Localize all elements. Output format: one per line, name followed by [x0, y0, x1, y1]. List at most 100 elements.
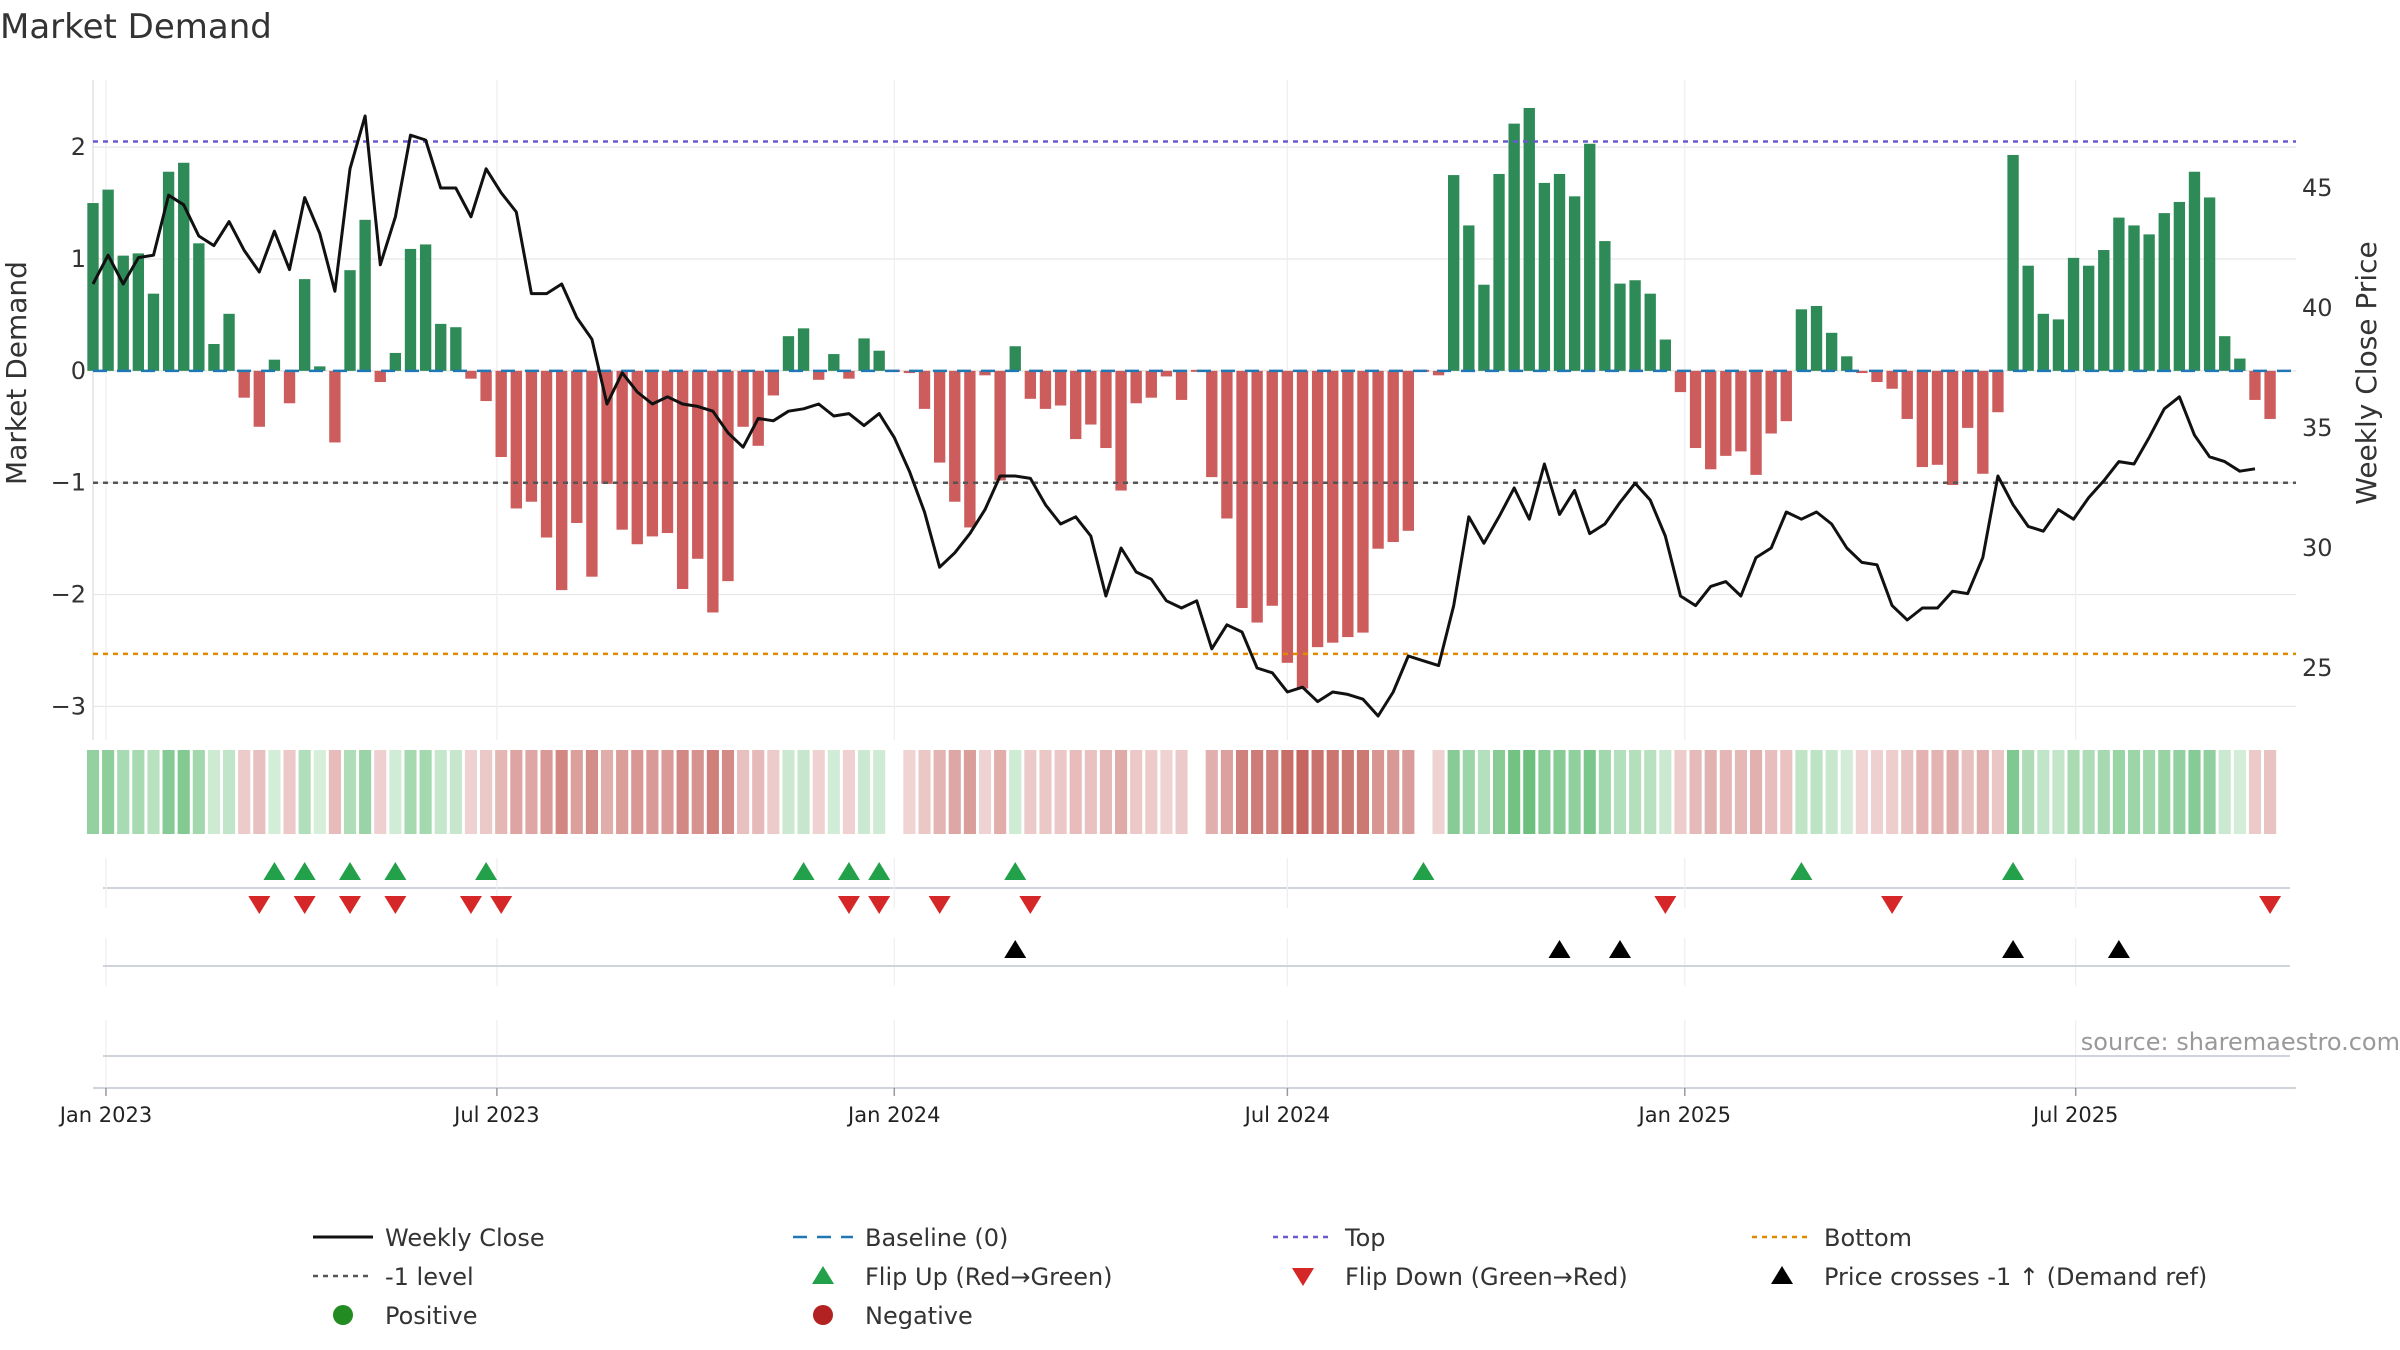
- demand-bar: [1614, 283, 1626, 371]
- strip-cell: [1266, 750, 1279, 834]
- date-tick-label: Jul 2023: [452, 1103, 539, 1127]
- strip-cell: [2067, 750, 2080, 834]
- demand-bar: [193, 243, 205, 371]
- demand-bar: [344, 270, 356, 371]
- strip-cell: [117, 750, 130, 834]
- date-tick-label: Jul 2024: [1243, 1103, 1330, 1127]
- strip-cell: [2158, 750, 2171, 834]
- demand-bar: [178, 162, 190, 371]
- demand-bar: [1190, 369, 1203, 372]
- demand-bar: [480, 370, 492, 402]
- strip-cell: [1251, 750, 1264, 834]
- strip-cell: [313, 750, 326, 834]
- strip-cell: [1795, 750, 1808, 834]
- left-tick-label: 0: [71, 357, 86, 385]
- demand-bar: [1054, 370, 1067, 406]
- strip-cell: [1674, 750, 1687, 834]
- demand-bar: [918, 370, 931, 409]
- demand-bar: [298, 279, 311, 371]
- demand-bar: [1644, 293, 1656, 371]
- demand-bar: [1659, 339, 1672, 371]
- demand-bar: [1705, 370, 1717, 470]
- demand-bar: [465, 370, 477, 379]
- price-cross-marker: [2107, 940, 2130, 958]
- demand-bar: [1402, 370, 1414, 531]
- strip-cell: [1901, 750, 1914, 834]
- demand-bar: [1841, 356, 1853, 371]
- demand-bar: [1886, 370, 1898, 389]
- strip-cell: [1387, 750, 1400, 834]
- strip-cell: [1175, 750, 1188, 834]
- demand-bar: [676, 370, 689, 589]
- right-tick-label: 40: [2302, 294, 2333, 322]
- demand-bar: [1720, 370, 1732, 456]
- right-tick-label: 45: [2302, 174, 2333, 202]
- strip-cell: [1704, 750, 1717, 834]
- strip-cell: [2143, 750, 2156, 834]
- demand-bar: [1448, 175, 1460, 371]
- demand-bar: [1070, 370, 1082, 440]
- demand-bar: [1508, 123, 1520, 371]
- demand-bar: [450, 327, 462, 371]
- date-tick-label: Jan 2024: [846, 1103, 941, 1127]
- demand-bar: [646, 370, 659, 537]
- strip-cell: [857, 750, 871, 834]
- demand-bar: [223, 313, 235, 371]
- strip-cell: [1039, 750, 1052, 834]
- demand-bar: [737, 370, 749, 427]
- strip-cell: [1009, 750, 1022, 834]
- strip-cell: [600, 750, 614, 834]
- demand-bar: [510, 370, 522, 509]
- demand-bar: [2188, 171, 2201, 371]
- demand-bar: [616, 370, 628, 530]
- demand-bar: [1856, 370, 1868, 374]
- demand-bar: [2098, 250, 2110, 371]
- strip-cell: [2203, 750, 2216, 834]
- strip-cell: [359, 750, 372, 834]
- legend-item: Top: [1273, 1224, 1386, 1252]
- strip-cell: [1341, 750, 1354, 834]
- strip-cell: [691, 750, 704, 834]
- strip-cell: [283, 750, 296, 834]
- demand-bar: [314, 366, 326, 371]
- strip-cell: [1296, 750, 1309, 834]
- strip-cell: [1840, 750, 1853, 834]
- strip-cell: [933, 750, 946, 834]
- flip-down-marker: [2259, 896, 2282, 914]
- demand-bar: [1629, 280, 1641, 371]
- strip-cell: [2007, 750, 2020, 834]
- demand-bar: [994, 370, 1006, 481]
- strip-cell: [1961, 750, 1974, 834]
- demand-bar: [540, 370, 553, 538]
- source-credit: source: sharemaestro.com: [2081, 1028, 2400, 1056]
- strip-cell: [1931, 750, 1944, 834]
- strip-cell: [918, 750, 931, 834]
- strip-cell: [480, 750, 493, 834]
- demand-bar: [767, 370, 780, 396]
- strip-cell: [328, 750, 341, 834]
- strip-cell: [1734, 750, 1747, 834]
- flip-down-marker: [1019, 896, 1042, 914]
- strip-cell: [1644, 750, 1657, 834]
- demand-bar: [843, 370, 855, 379]
- strip-cell: [2052, 750, 2065, 834]
- demand-bar: [631, 370, 643, 545]
- price-cross-row: [93, 940, 2296, 1089]
- legend-label: Positive: [385, 1302, 478, 1330]
- strip-cell: [1432, 750, 1445, 834]
- demand-bar: [1584, 143, 1596, 371]
- legend-label: Bottom: [1824, 1224, 1912, 1252]
- demand-bar: [933, 370, 946, 463]
- legend-label: Baseline (0): [865, 1224, 1008, 1252]
- strip-cell: [132, 750, 145, 834]
- strip-cell: [1508, 750, 1521, 834]
- strip-cell: [570, 750, 583, 834]
- legend-swatch-flip-up: [812, 1266, 834, 1284]
- flip-down-marker: [490, 896, 513, 914]
- demand-bar: [722, 370, 734, 582]
- flip-up-marker: [263, 862, 286, 880]
- demand-bar: [661, 370, 674, 534]
- demand-bar: [2007, 154, 2019, 371]
- left-tick-label: 2: [71, 133, 86, 161]
